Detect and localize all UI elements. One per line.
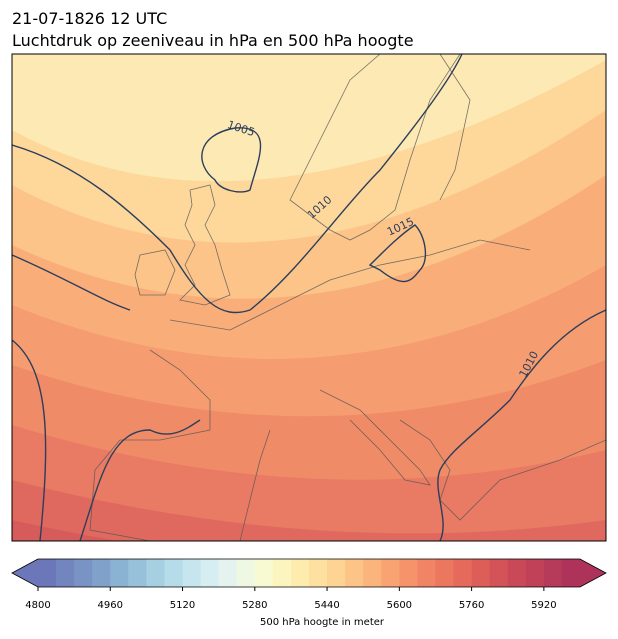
colorbar-swatch (182, 559, 202, 587)
colorbar-swatch (290, 559, 310, 587)
colorbar-label: 500 hPa hoogte in meter (260, 617, 385, 628)
colorbar-swatch (471, 559, 491, 587)
colorbar-swatch (110, 559, 129, 587)
colorbar-swatch (453, 559, 473, 587)
colorbar-outline (11, 558, 607, 588)
colorbar-tick-label: 5920 (531, 600, 556, 611)
colorbar-swatch (128, 559, 147, 587)
colorbar-tick-label: 5120 (170, 600, 195, 611)
colorbar-swatch (92, 559, 111, 587)
colorbar-swatch (56, 559, 75, 587)
colorbar-swatch (38, 559, 57, 587)
colorbar-extend-low (12, 559, 38, 587)
colorbar-swatch (146, 559, 165, 587)
colorbar-swatch (363, 559, 382, 587)
subtitle: Luchtdruk op zeeniveau in hPa en 500 hPa… (12, 31, 414, 50)
colorbar-tick-label: 5440 (314, 600, 339, 611)
colorbar-tick-label: 4800 (25, 600, 50, 611)
title: 21-07-1826 12 UTC (12, 9, 167, 28)
colorbar-swatch (507, 559, 527, 587)
colorbar-tick-label: 5600 (387, 600, 412, 611)
map-frame (11, 53, 607, 542)
colorbar-swatch (543, 559, 563, 587)
colorbar-swatch (218, 559, 238, 587)
colorbar-swatch (399, 559, 418, 587)
colorbar-swatch (489, 559, 509, 587)
colorbar-swatch (327, 559, 346, 587)
colorbar-swatch (236, 559, 256, 587)
colorbar-swatch (525, 559, 545, 587)
colorbar-swatch (254, 559, 274, 587)
colorbar-swatch (345, 559, 364, 587)
colorbar-swatch (309, 559, 328, 587)
colorbar-tick-label: 5760 (459, 600, 484, 611)
colorbar-swatch (74, 559, 93, 587)
colorbar: 4800 4960 5120 5280 5440 5600 5760 5920 (11, 558, 607, 611)
colorbar-swatch (435, 559, 455, 587)
map: 1005 1010 1015 1010 (12, 54, 606, 541)
colorbar-extend-high (580, 559, 606, 587)
colorbar-swatch (272, 559, 292, 587)
colorbar-swatch (200, 559, 220, 587)
colorbar-swatch (381, 559, 400, 587)
colorbar-tick-label: 4960 (98, 600, 123, 611)
colorbar-swatch (417, 559, 436, 587)
colorbar-swatch (164, 559, 184, 587)
colorbar-tick-label: 5280 (242, 600, 267, 611)
colorbar-swatch (561, 559, 581, 587)
